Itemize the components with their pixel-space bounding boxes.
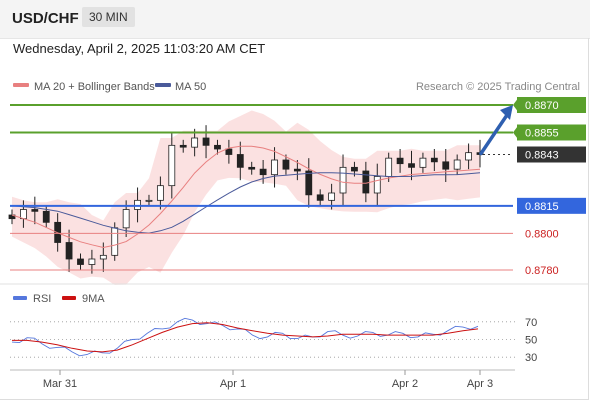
- rsi-legend-label: RSI: [33, 293, 51, 305]
- credit-text: Research © 2025 Trading Central: [416, 81, 580, 93]
- rsi-tick-50: 50: [525, 335, 537, 347]
- rsi-plot: 70 50 30: [10, 317, 537, 364]
- main-plot: [8, 110, 484, 285]
- rsi-tick-30: 30: [525, 352, 537, 364]
- candle-body: [430, 157, 438, 163]
- candle-body: [419, 157, 427, 168]
- header-bar: USD/CHF 30 MIN: [0, 0, 590, 39]
- candle-body: [20, 209, 27, 220]
- candle-body: [408, 163, 415, 168]
- candle-body: [31, 209, 39, 212]
- x-tick-label: Apr 3: [467, 378, 493, 390]
- candle-body: [77, 258, 84, 265]
- candle-body: [122, 209, 130, 229]
- rsi-legend-swatch: [13, 296, 27, 300]
- price-levels: 0.8870 0.8855 0.8843 0.8815 0.8800 0.8780: [10, 97, 586, 277]
- level-label-0.8780: 0.8780: [525, 265, 559, 277]
- timestamp: Wednesday, April 2, 2025 11:03:20 AM CET: [13, 41, 266, 56]
- candle-body: [248, 166, 256, 170]
- candle-body: [339, 166, 347, 194]
- candle-body: [65, 242, 73, 260]
- level-box-0.8843: [517, 146, 586, 163]
- candle-body: [316, 194, 324, 201]
- level-box-0.8855: [517, 124, 586, 141]
- candle-body: [42, 210, 50, 223]
- candle-body: [99, 254, 107, 260]
- candle-body: [385, 157, 393, 177]
- candle-body: [145, 199, 153, 202]
- candle-body: [202, 137, 210, 146]
- candle-body: [293, 168, 301, 172]
- candle-body: [282, 159, 290, 170]
- x-tick-label: Apr 1: [220, 378, 246, 390]
- candle-body: [396, 157, 404, 165]
- candle-body: [179, 144, 187, 148]
- candle-body: [214, 144, 221, 150]
- level-box-0.8870: [517, 97, 586, 113]
- ma50-legend-swatch: [155, 83, 171, 87]
- candle-body: [168, 144, 176, 187]
- candle-body: [453, 159, 461, 170]
- level-label-0.8870: 0.8870: [525, 100, 559, 112]
- candle-body: [259, 168, 267, 176]
- candle-body: [328, 192, 336, 201]
- candle-body: [442, 161, 450, 170]
- level-label-0.8855: 0.8855: [525, 128, 559, 140]
- level-label-0.8815: 0.8815: [525, 201, 559, 213]
- rsi-ma-line: [12, 322, 479, 353]
- ma20-legend-swatch: [13, 83, 29, 87]
- bollinger-band: [12, 110, 480, 285]
- x-tick-label: Apr 2: [392, 378, 418, 390]
- candle-body: [156, 185, 164, 201]
- ma50-line: [11, 172, 481, 234]
- level-label-0.8800: 0.8800: [525, 228, 559, 240]
- rsi-tick-70: 70: [525, 317, 537, 329]
- level-box-0.8815: [517, 197, 586, 214]
- timeframe-badge[interactable]: 30 MIN: [82, 7, 135, 27]
- symbol-title: USD/CHF: [12, 10, 79, 27]
- candle-body: [191, 137, 199, 148]
- forecast-arrow-shaft: [479, 113, 509, 156]
- candle-body: [225, 148, 233, 155]
- x-tick-label: Mar 31: [43, 378, 77, 390]
- forecast-arrow-head: [500, 105, 513, 120]
- ma50-legend-label: MA 50: [175, 81, 206, 93]
- rsi-ma-legend-swatch: [62, 296, 76, 300]
- level-label-0.8843: 0.8843: [525, 150, 559, 162]
- candle-body: [271, 159, 278, 176]
- candle-body: [111, 227, 119, 256]
- ma20-line: [11, 145, 481, 249]
- candle-body: [465, 152, 472, 161]
- candle-body: [351, 166, 358, 172]
- candle-body: [305, 170, 313, 196]
- candle-body: [88, 258, 96, 265]
- x-axis: Mar 31 Apr 1 Apr 2 Apr 3: [43, 370, 493, 390]
- ma20-legend-label: MA 20 + Bollinger Bands: [34, 81, 155, 93]
- candle-body: [373, 176, 381, 194]
- rsi-ma-legend-label: 9MA: [82, 293, 105, 305]
- candle-body: [236, 154, 244, 168]
